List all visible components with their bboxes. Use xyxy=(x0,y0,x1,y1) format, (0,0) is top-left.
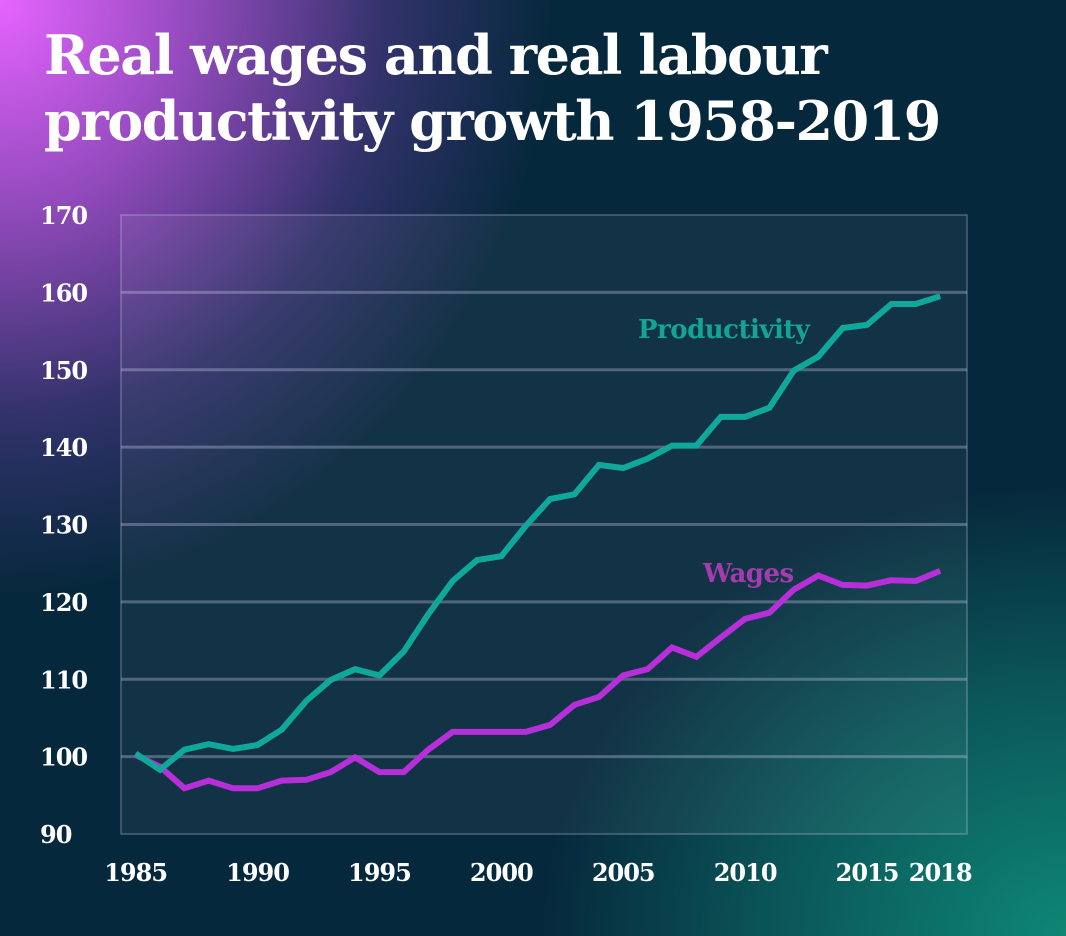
productivity-label: Productivity xyxy=(638,315,811,345)
x-tick-label: 1985 xyxy=(104,858,167,887)
chart-title: Real wages and real labour productivity … xyxy=(44,23,941,153)
y-tick-label: 100 xyxy=(40,743,87,772)
y-tick-label: 120 xyxy=(40,588,87,617)
x-axis: 1985 1990 1995 2000 2005 2010 2015 2018 xyxy=(104,858,973,887)
y-tick-label: 140 xyxy=(40,433,87,462)
x-tick-label: 1990 xyxy=(226,858,289,887)
series-line-wages xyxy=(134,568,942,792)
series-line-productivity xyxy=(133,293,942,774)
y-axis: 90 100 110 120 130 140 150 160 170 xyxy=(40,201,88,849)
x-tick-label: 2018 xyxy=(909,858,972,887)
gridlines xyxy=(121,290,967,759)
x-tick-label: 2015 xyxy=(836,858,899,887)
series-lines xyxy=(133,293,942,792)
plot-area xyxy=(120,214,968,835)
y-tick-label: 130 xyxy=(40,511,87,540)
y-tick-label: 160 xyxy=(40,278,87,307)
y-tick-label: 90 xyxy=(40,820,72,849)
y-tick-label: 150 xyxy=(40,356,87,385)
x-tick-label: 1995 xyxy=(348,858,411,887)
x-tick-label: 2000 xyxy=(470,858,533,887)
y-tick-label: 170 xyxy=(40,201,87,230)
x-tick-label: 2005 xyxy=(592,858,655,887)
y-tick-label: 110 xyxy=(40,665,87,694)
x-tick-label: 2010 xyxy=(714,858,777,887)
wages-label: Wages xyxy=(702,559,794,589)
